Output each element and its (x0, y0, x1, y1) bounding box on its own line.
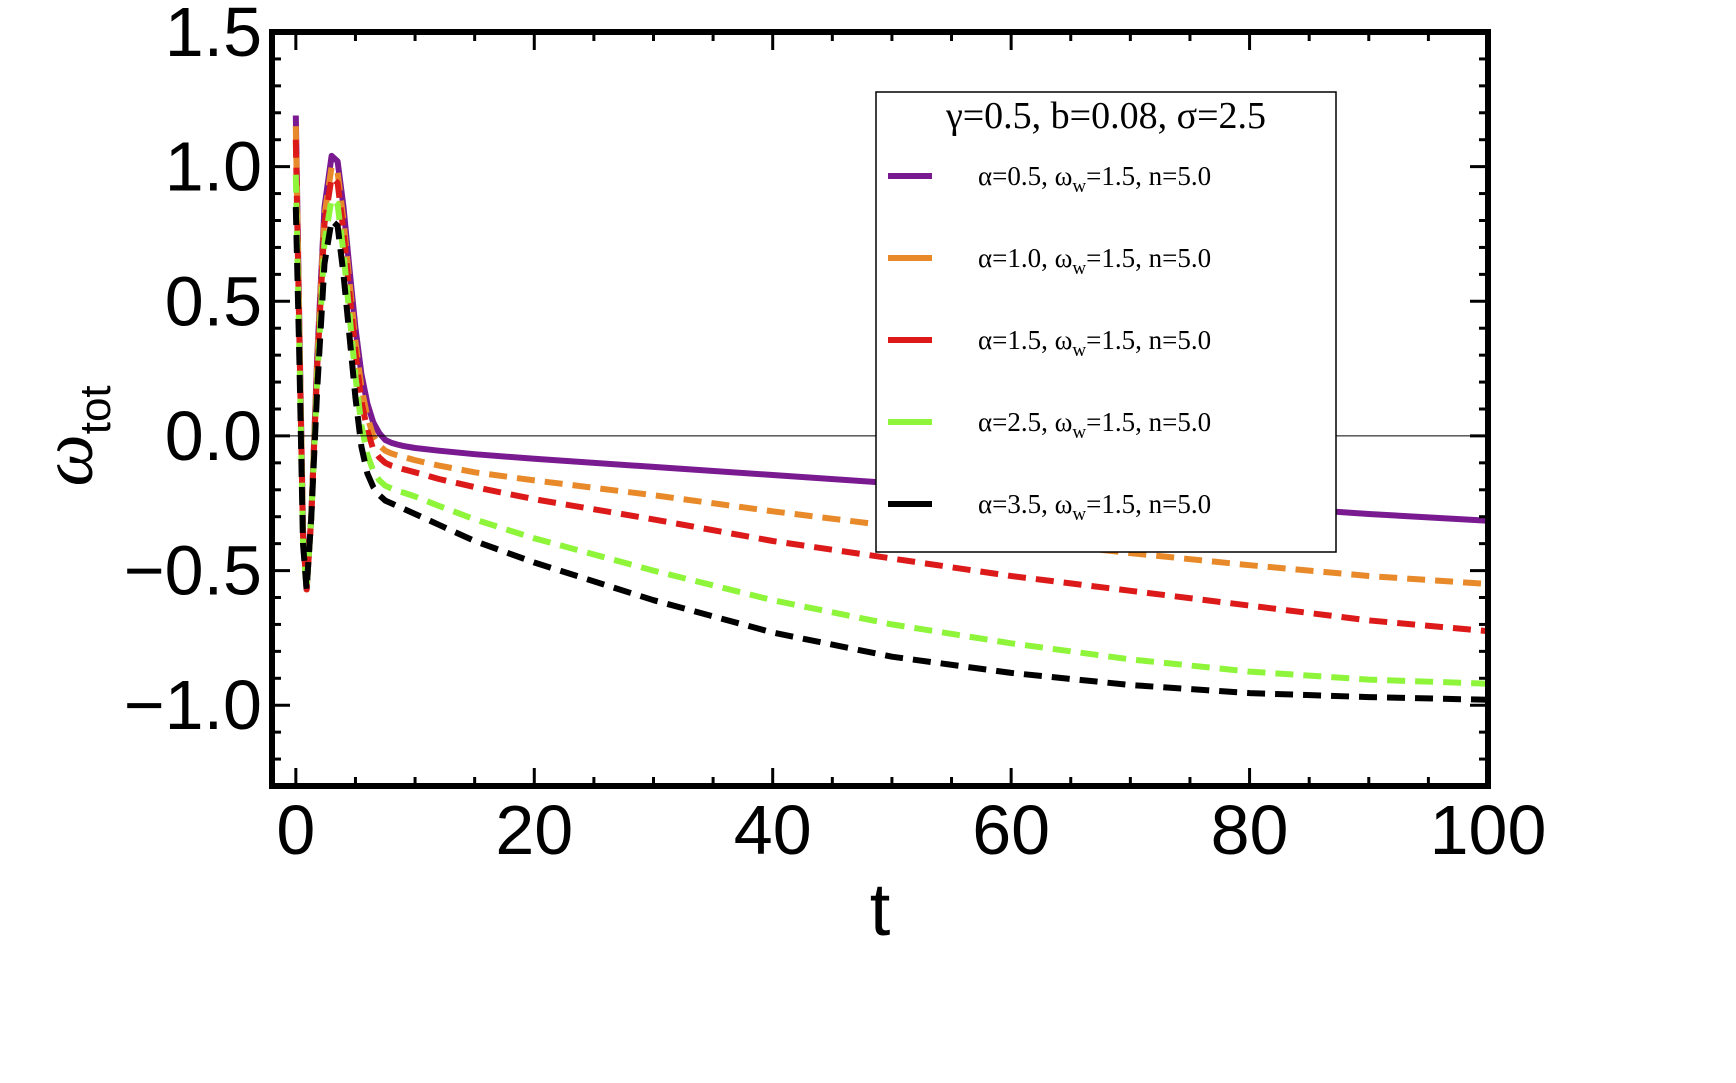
x-tick-label: 100 (1430, 791, 1547, 869)
legend-label-text: α=3.5, ω (978, 489, 1072, 519)
x-axis-title: t (870, 868, 891, 951)
legend-label-subscript: w (1072, 176, 1086, 197)
y-tick-label: 1.0 (165, 128, 262, 206)
y-axis-title-main: ω (27, 434, 109, 486)
legend-label-text: =1.5, n=5.0 (1086, 489, 1211, 519)
legend-label-text: =1.5, n=5.0 (1086, 325, 1211, 355)
x-tick-label: 40 (734, 791, 812, 869)
series-line-3 (292, 139, 1489, 635)
legend-box (875, 91, 1337, 553)
series-line-5 (292, 206, 1489, 703)
y-axis-title-sub: tot (71, 385, 120, 434)
legend-label-1: α=0.5, ωw=1.5, n=5.0 (978, 161, 1211, 197)
legend-label-text: =1.5, n=5.0 (1086, 243, 1211, 273)
legend-label-3: α=1.5, ωw=1.5, n=5.0 (978, 325, 1211, 361)
x-tick-label: 60 (972, 791, 1050, 869)
legend-label-subscript: w (1072, 258, 1086, 279)
legend: γ=0.5, b=0.08, σ=2.5α=0.5, ωw=1.5, n=5.0… (875, 91, 1337, 553)
y-tick-label: 0.5 (165, 262, 262, 340)
legend-title: γ=0.5, b=0.08, σ=2.5 (945, 95, 1266, 137)
ticks-layer: 0 20 40 60 80 100 1.5 1.0 0.5 0.0 −0.5 −1.0 (124, 0, 1547, 869)
y-axis-title: ωtot (27, 385, 120, 486)
legend-label-subscript: w (1072, 504, 1086, 525)
legend-label-text: α=0.5, ω (978, 161, 1072, 191)
legend-label-subscript: w (1072, 340, 1086, 361)
y-tick-label: −1.0 (124, 666, 262, 744)
legend-label-text: α=2.5, ω (978, 407, 1072, 437)
legend-label-5: α=3.5, ωw=1.5, n=5.0 (978, 489, 1211, 525)
legend-label-subscript: w (1072, 422, 1086, 443)
y-tick-label: 1.5 (165, 0, 262, 71)
legend-label-2: α=1.0, ωw=1.5, n=5.0 (978, 243, 1211, 279)
x-tick-label: 0 (276, 791, 315, 869)
legend-label-text: =1.5, n=5.0 (1086, 407, 1211, 437)
x-tick-label: 20 (495, 791, 573, 869)
legend-label-4: α=2.5, ωw=1.5, n=5.0 (978, 407, 1211, 443)
series-layer (292, 115, 1489, 703)
legend-label-text: α=1.5, ω (978, 325, 1072, 355)
y-tick-label: −0.5 (124, 532, 262, 610)
legend-label-text: α=1.0, ω (978, 243, 1072, 273)
x-tick-label: 80 (1211, 791, 1289, 869)
legend-label-text: =1.5, n=5.0 (1086, 161, 1211, 191)
y-tick-label: 0.0 (165, 397, 262, 475)
